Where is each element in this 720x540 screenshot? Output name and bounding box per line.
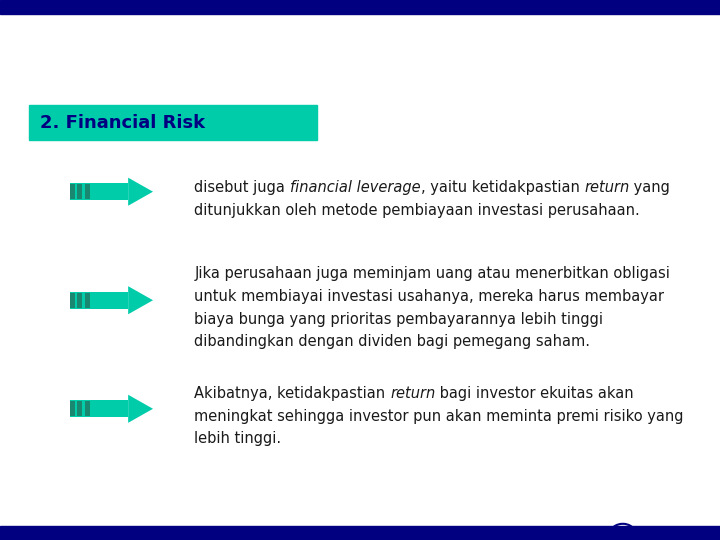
Text: disebut juga: disebut juga bbox=[194, 180, 290, 195]
FancyBboxPatch shape bbox=[71, 400, 128, 417]
Text: ditunjukkan oleh metode pembiayaan investasi perusahaan.: ditunjukkan oleh metode pembiayaan inves… bbox=[194, 203, 640, 218]
Polygon shape bbox=[128, 395, 153, 423]
FancyBboxPatch shape bbox=[71, 293, 76, 308]
Text: Akibatnya, ketidakpastian: Akibatnya, ketidakpastian bbox=[194, 386, 390, 401]
Polygon shape bbox=[128, 286, 153, 314]
Text: ERDIKHA ELIT: ERDIKHA ELIT bbox=[639, 526, 720, 540]
Text: lebih tinggi.: lebih tinggi. bbox=[194, 431, 282, 447]
Text: Jika perusahaan juga meminjam uang atau menerbitkan obligasi: Jika perusahaan juga meminjam uang atau … bbox=[194, 266, 670, 281]
Text: bagi investor ekuitas akan: bagi investor ekuitas akan bbox=[436, 386, 634, 401]
Text: untuk membiayai investasi usahanya, mereka harus membayar: untuk membiayai investasi usahanya, mere… bbox=[194, 289, 665, 304]
Text: ➤: ➤ bbox=[618, 528, 627, 538]
Text: biaya bunga yang prioritas pembayarannya lebih tinggi: biaya bunga yang prioritas pembayarannya… bbox=[194, 312, 603, 327]
Text: return: return bbox=[584, 180, 629, 195]
FancyBboxPatch shape bbox=[71, 292, 128, 309]
Text: 2. Financial Risk: 2. Financial Risk bbox=[40, 114, 204, 132]
FancyBboxPatch shape bbox=[29, 105, 317, 140]
FancyBboxPatch shape bbox=[85, 401, 90, 416]
Text: return: return bbox=[390, 386, 436, 401]
FancyBboxPatch shape bbox=[78, 293, 82, 308]
Text: yang: yang bbox=[629, 180, 670, 195]
FancyBboxPatch shape bbox=[71, 183, 128, 200]
FancyBboxPatch shape bbox=[85, 293, 90, 308]
FancyBboxPatch shape bbox=[78, 184, 82, 199]
Text: meningkat sehingga investor pun akan meminta premi risiko yang: meningkat sehingga investor pun akan mem… bbox=[194, 409, 684, 424]
FancyBboxPatch shape bbox=[71, 184, 76, 199]
FancyBboxPatch shape bbox=[78, 401, 82, 416]
Bar bbox=[0, 526, 720, 540]
FancyBboxPatch shape bbox=[71, 401, 76, 416]
Text: dibandingkan dengan dividen bagi pemegang saham.: dibandingkan dengan dividen bagi pemegan… bbox=[194, 334, 590, 349]
Polygon shape bbox=[128, 178, 153, 206]
Text: financial leverage: financial leverage bbox=[290, 180, 420, 195]
FancyBboxPatch shape bbox=[85, 184, 90, 199]
Text: , yaitu ketidakpastian: , yaitu ketidakpastian bbox=[420, 180, 584, 195]
Bar bbox=[0, 0, 720, 14]
